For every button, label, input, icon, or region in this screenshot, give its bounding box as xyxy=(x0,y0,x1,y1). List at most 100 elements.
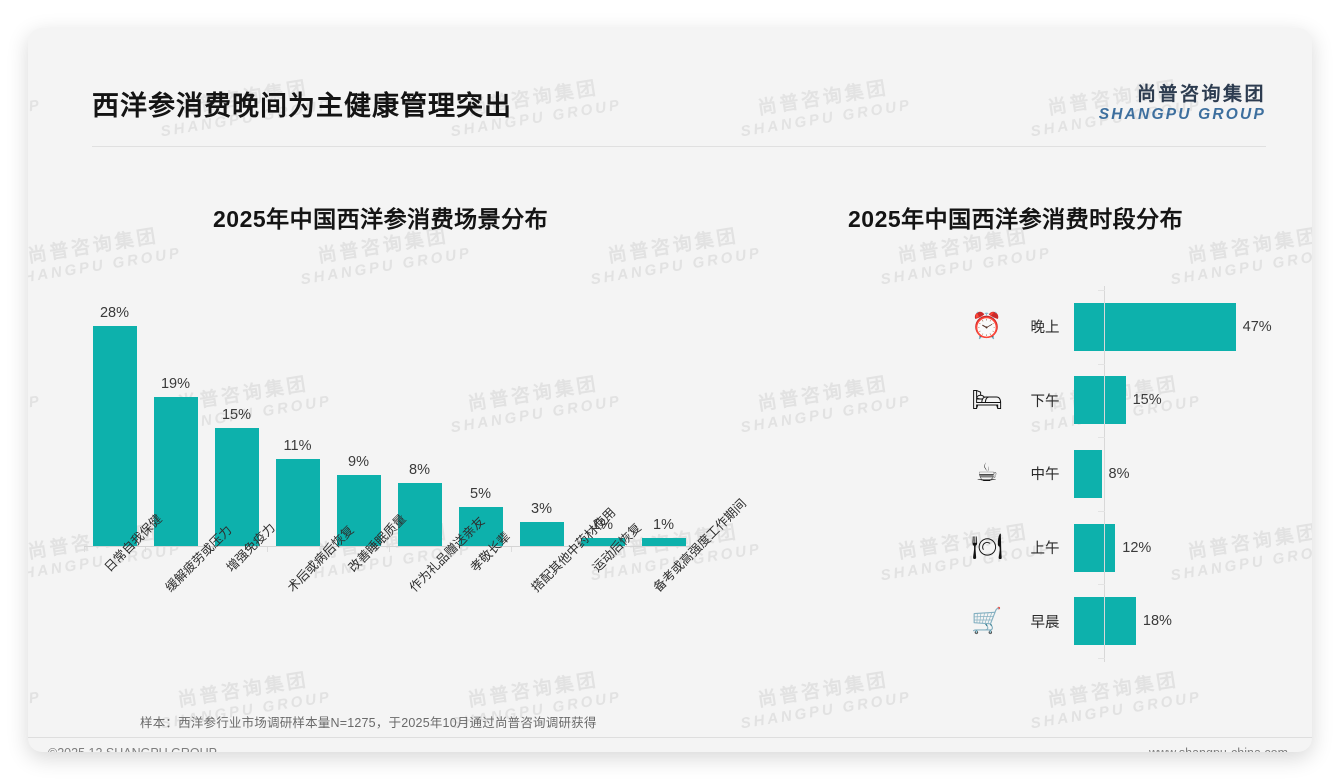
bar xyxy=(1074,302,1236,351)
left-chart-plot-area: 28% 19% 15% 11% 9% 8% 5% 3% 1% 1% xyxy=(84,284,694,546)
axis-tick xyxy=(1098,658,1105,659)
dinner-plate-icon: 🍽 xyxy=(971,533,1003,562)
axis-tick xyxy=(1098,510,1105,512)
right-chart-value-axis xyxy=(1104,286,1105,662)
bar-column: 9% xyxy=(328,284,389,546)
axis-tick xyxy=(145,547,146,552)
left-chart-title: 2025年中国西洋参消费场景分布 xyxy=(213,206,549,232)
axis-tick xyxy=(1098,437,1105,439)
axis-tick xyxy=(1098,363,1105,365)
logo-en-text: SHANGPU GROUP xyxy=(1098,106,1266,124)
timeslot-row: 🍽 上午 12% xyxy=(958,511,1288,585)
bar xyxy=(336,475,381,546)
slide-footer: ©2025.12 SHANGPU GROUP www.shangpu-china… xyxy=(28,738,1312,752)
bar-value-label: 15% xyxy=(221,407,252,423)
axis-tick xyxy=(328,547,329,552)
bar-value-label: 12% xyxy=(1122,539,1152,556)
brand-logo: 尚普咨询集团 SHANGPU GROUP xyxy=(1099,84,1266,125)
bar-column: 3% xyxy=(511,284,572,546)
timeslot-label: 下午 xyxy=(1030,393,1060,410)
watermark-cn: 尚普咨询集团 xyxy=(28,225,161,268)
bar-track: 18% xyxy=(1074,584,1288,658)
timeslot-label: 晚上 xyxy=(1030,320,1060,337)
bar-value-label: 18% xyxy=(1142,613,1172,630)
footer-divider xyxy=(28,737,1312,738)
bar-value-label: 11% xyxy=(283,438,312,455)
bar-value-label: 9% xyxy=(348,454,369,471)
bar-column: 1% xyxy=(633,284,694,546)
axis-tick xyxy=(450,547,451,552)
bar-value-label: 8% xyxy=(1108,465,1130,482)
timeslot-row: ☕ 中午 8% xyxy=(958,437,1288,511)
watermark-cn: 尚普咨询集团 xyxy=(1046,669,1181,712)
bar-column: 1% xyxy=(572,284,633,546)
bar-value-label: 28% xyxy=(99,304,130,321)
watermark-en: SHANGPU GROUP xyxy=(28,688,44,732)
bar xyxy=(214,428,259,546)
watermark-cn: 尚普咨询集团 xyxy=(606,225,741,268)
watermark-cn: 尚普咨询集团 xyxy=(1186,225,1312,268)
bar xyxy=(397,483,442,546)
footer-website: www.shangpu-china.com xyxy=(1149,746,1288,752)
bar-column: 11% xyxy=(267,284,328,546)
axis-tick xyxy=(633,547,634,552)
timeslot-label: 上午 xyxy=(1030,541,1060,558)
bar xyxy=(92,325,137,546)
watermark-en: SHANGPU GROUP xyxy=(299,244,474,289)
watermark-en: SHANGPU GROUP xyxy=(589,244,764,289)
axis-tick xyxy=(572,547,573,552)
bar-value-label: 8% xyxy=(409,462,430,479)
watermark-en: SHANGPU GROUP xyxy=(1169,244,1312,289)
timeslot-label: 中午 xyxy=(1030,467,1060,484)
bar xyxy=(458,506,503,546)
axis-tick xyxy=(389,547,390,552)
alarm-clock-icon: ⏰ xyxy=(971,312,1003,341)
header-divider xyxy=(92,146,1266,147)
bar xyxy=(519,522,564,546)
coffee-mug-icon: ☕ xyxy=(975,459,999,488)
left-chart-category-labels: 日常自我保健 缓解疲劳或压力 增强免疫力 术后或病后恢复 改善睡眠质量 作为礼品赠送亲友孝… xyxy=(84,496,748,676)
axis-tick xyxy=(84,547,85,552)
bar-column: 5% xyxy=(450,284,511,546)
bar-track: 15% xyxy=(1074,364,1288,438)
watermark-en: SHANGPU GROUP xyxy=(28,392,44,436)
axis-tick xyxy=(694,547,695,552)
timeslot-row: 🛒 早晨 18% xyxy=(958,584,1288,658)
bar-value-label: 1% xyxy=(592,517,613,534)
bar xyxy=(275,459,320,546)
axis-tick xyxy=(267,547,268,552)
bar xyxy=(580,538,625,546)
bar-track: 47% xyxy=(1074,290,1288,364)
slide-header: 西洋参消费晚间为主健康管理突出 尚普咨询集团 SHANGPU GROUP xyxy=(28,28,1312,134)
watermark-en: SHANGPU GROUP xyxy=(739,688,914,733)
source-note: 样本：西洋参行业市场调研样本量N=1275，于2025年10月通过尚普咨询调研获… xyxy=(140,716,597,730)
consumption-scenario-bar-chart: 28% 19% 15% 11% 9% 8% 5% 3% 1% 1% xyxy=(84,284,695,554)
timeslot-row: 🛏 下午 15% xyxy=(958,364,1288,438)
watermark-cn: 尚普咨询集团 xyxy=(28,667,40,716)
footer-copyright: ©2025.12 SHANGPU GROUP xyxy=(48,746,217,752)
bar xyxy=(641,538,686,546)
axis-tick xyxy=(1098,584,1105,586)
watermark-cn: 尚普咨询集团 xyxy=(756,373,891,416)
bar-value-label: 15% xyxy=(1132,392,1162,409)
bar-column: 8% xyxy=(389,284,450,546)
logo-cn-text: 尚普咨询集团 xyxy=(1136,84,1266,105)
watermark-cn: 尚普咨询集团 xyxy=(28,371,40,420)
left-chart-baseline-axis xyxy=(84,546,694,547)
bar xyxy=(153,396,198,546)
bar-value-label: 3% xyxy=(531,501,552,518)
bar-value-label: 47% xyxy=(1242,318,1272,335)
bar-track: 8% xyxy=(1074,437,1288,511)
bar-column: 15% xyxy=(206,284,267,546)
bar-column: 28% xyxy=(84,284,145,546)
bar xyxy=(1074,449,1102,498)
axis-tick xyxy=(1098,290,1105,291)
watermark-en: SHANGPU GROUP xyxy=(28,244,184,289)
